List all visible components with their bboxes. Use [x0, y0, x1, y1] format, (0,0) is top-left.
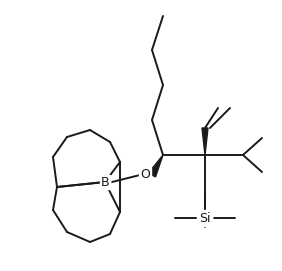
Polygon shape	[149, 155, 163, 177]
Text: Si: Si	[199, 211, 211, 224]
Text: B: B	[101, 176, 109, 189]
Polygon shape	[202, 128, 208, 155]
Text: O: O	[140, 169, 150, 182]
